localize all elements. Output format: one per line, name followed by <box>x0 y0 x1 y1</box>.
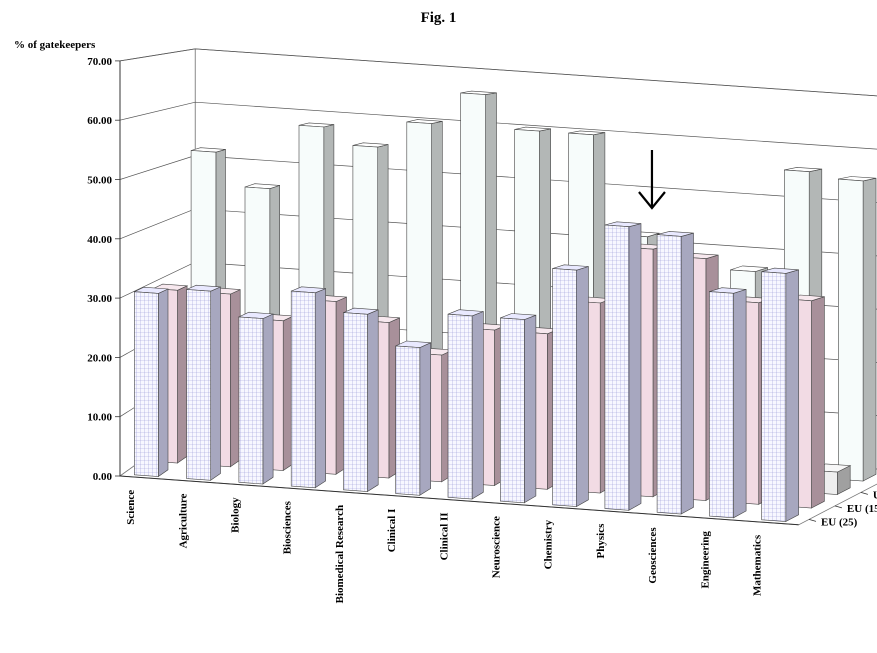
category-label: Neuroscience <box>491 516 503 578</box>
bars <box>133 90 877 522</box>
category-label: Science <box>125 490 137 525</box>
category-label: Mathematics <box>751 534 763 596</box>
series-label: UK <box>873 489 877 501</box>
category-label: Clinical I <box>386 509 398 553</box>
y-tick-label: 50.00 <box>87 175 112 187</box>
depth-tick <box>834 505 843 509</box>
bar-eu-25-biology <box>237 311 274 485</box>
x-axis-line <box>119 475 799 526</box>
bar-eu-25-biosciences <box>290 286 326 489</box>
category-label: Chemistry <box>543 519 555 569</box>
y-tick-label: 60.00 <box>87 115 112 127</box>
bar-eu-25-chemistry <box>552 264 589 508</box>
bar-eu-25-clinical-i <box>395 340 432 496</box>
bar-eu-25-physics <box>604 221 642 511</box>
bar-eu-25-clinical-ii <box>447 309 484 500</box>
gridline <box>119 48 877 97</box>
category-label: Biomedical Research <box>334 505 346 603</box>
bar-eu-25-biomedical-research <box>343 307 379 493</box>
category-label: Engineering <box>699 531 711 589</box>
category-labels: Science Agriculture Biology Biosciences Biom… <box>125 490 763 604</box>
bar-eu-25-geosciences <box>656 231 694 515</box>
y-tick-label: 10.00 <box>87 412 112 424</box>
y-tick-label: 0.00 <box>93 471 113 483</box>
chart-title: Fig. 1 <box>420 10 457 26</box>
bar-usa-mathematics <box>837 176 877 482</box>
category-label: Agriculture <box>177 493 189 548</box>
category-label: Biology <box>229 497 241 533</box>
bar-eu-25-agriculture <box>186 284 221 481</box>
y-tick-label: 20.00 <box>87 352 112 364</box>
arrow-head <box>638 191 666 210</box>
series-label: EU (25) <box>821 516 858 528</box>
arrow-annotation <box>638 150 666 210</box>
bar-eu-25-engineering <box>709 287 747 519</box>
category-label: Physics <box>595 523 607 559</box>
series-depth-labels: USAUKEU (15)EU (25) <box>808 489 877 528</box>
category-label: Biosciences <box>282 500 294 554</box>
depth-tick <box>860 491 868 495</box>
series-label: EU (15) <box>847 503 877 515</box>
category-label: Clinical II <box>438 512 450 560</box>
y-tick-label: 30.00 <box>87 293 112 305</box>
bar-eu-25-neuroscience <box>499 313 537 504</box>
y-tick-labels: 0.00 10.00 20.00 30.00 40.00 50.00 60.00 70.00 <box>87 56 120 483</box>
bar-eu-25-science <box>133 286 169 478</box>
y-tick-label: 70.00 <box>87 56 112 68</box>
y-tick-label: 40.00 <box>87 234 112 246</box>
category-label: Geosciences <box>647 527 659 584</box>
y-axis-label: % of gatekeepers <box>14 39 96 51</box>
gridline <box>119 101 877 150</box>
bar-eu-25-mathematics <box>761 267 799 522</box>
depth-tick <box>808 518 817 522</box>
